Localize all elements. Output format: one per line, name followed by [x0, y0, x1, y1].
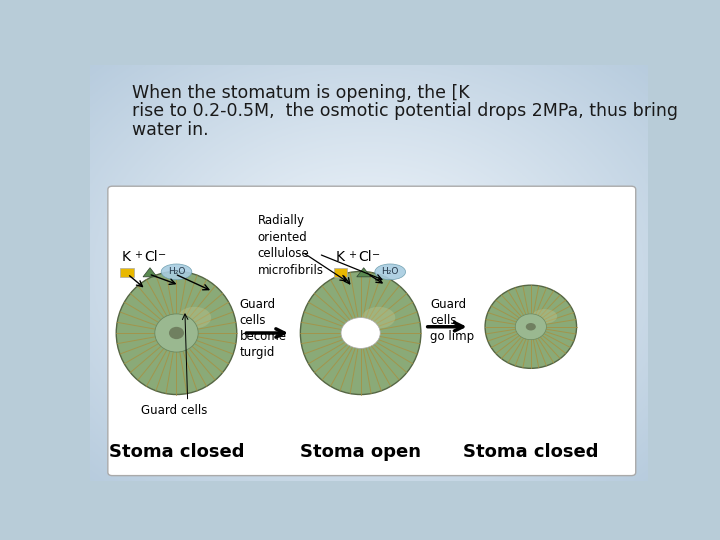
Bar — [120, 268, 133, 277]
Text: +: + — [348, 250, 356, 260]
Text: Radially
oriented
cellulose
microfibrils: Radially oriented cellulose microfibrils — [258, 214, 323, 277]
Ellipse shape — [169, 327, 184, 339]
Text: K: K — [122, 249, 131, 264]
Text: −: − — [158, 250, 166, 260]
Ellipse shape — [116, 272, 237, 395]
Text: H₂O: H₂O — [382, 267, 399, 276]
Ellipse shape — [532, 309, 557, 323]
Text: Guard
cells
go limp: Guard cells go limp — [431, 298, 474, 343]
Text: Cl: Cl — [358, 249, 372, 264]
Polygon shape — [143, 268, 157, 277]
Text: −: − — [372, 250, 380, 260]
Ellipse shape — [178, 307, 211, 328]
Text: K: K — [336, 249, 344, 264]
Text: When the stomatum is opening, the [K: When the stomatum is opening, the [K — [132, 84, 469, 102]
Ellipse shape — [341, 318, 380, 348]
Text: Guard cells: Guard cells — [140, 404, 207, 417]
Bar — [334, 268, 347, 277]
Text: H₂O: H₂O — [168, 267, 185, 276]
Ellipse shape — [155, 314, 198, 352]
Text: water in.: water in. — [132, 121, 209, 139]
Ellipse shape — [375, 264, 405, 280]
Text: +: + — [134, 250, 142, 260]
Ellipse shape — [362, 307, 395, 328]
Polygon shape — [356, 268, 371, 277]
Text: Cl: Cl — [144, 249, 158, 264]
Text: Stoma closed: Stoma closed — [463, 443, 598, 461]
Ellipse shape — [526, 323, 536, 330]
Ellipse shape — [161, 264, 192, 280]
Ellipse shape — [485, 285, 577, 368]
Ellipse shape — [300, 272, 421, 395]
Ellipse shape — [516, 314, 546, 340]
Text: rise to 0.2-0.5M,  the osmotic potential drops 2MPa, thus bring: rise to 0.2-0.5M, the osmotic potential … — [132, 102, 678, 120]
Text: Stoma open: Stoma open — [300, 443, 421, 461]
FancyBboxPatch shape — [108, 186, 636, 476]
Text: Stoma closed: Stoma closed — [109, 443, 244, 461]
Text: Guard
cells
become
turgid: Guard cells become turgid — [240, 298, 287, 359]
